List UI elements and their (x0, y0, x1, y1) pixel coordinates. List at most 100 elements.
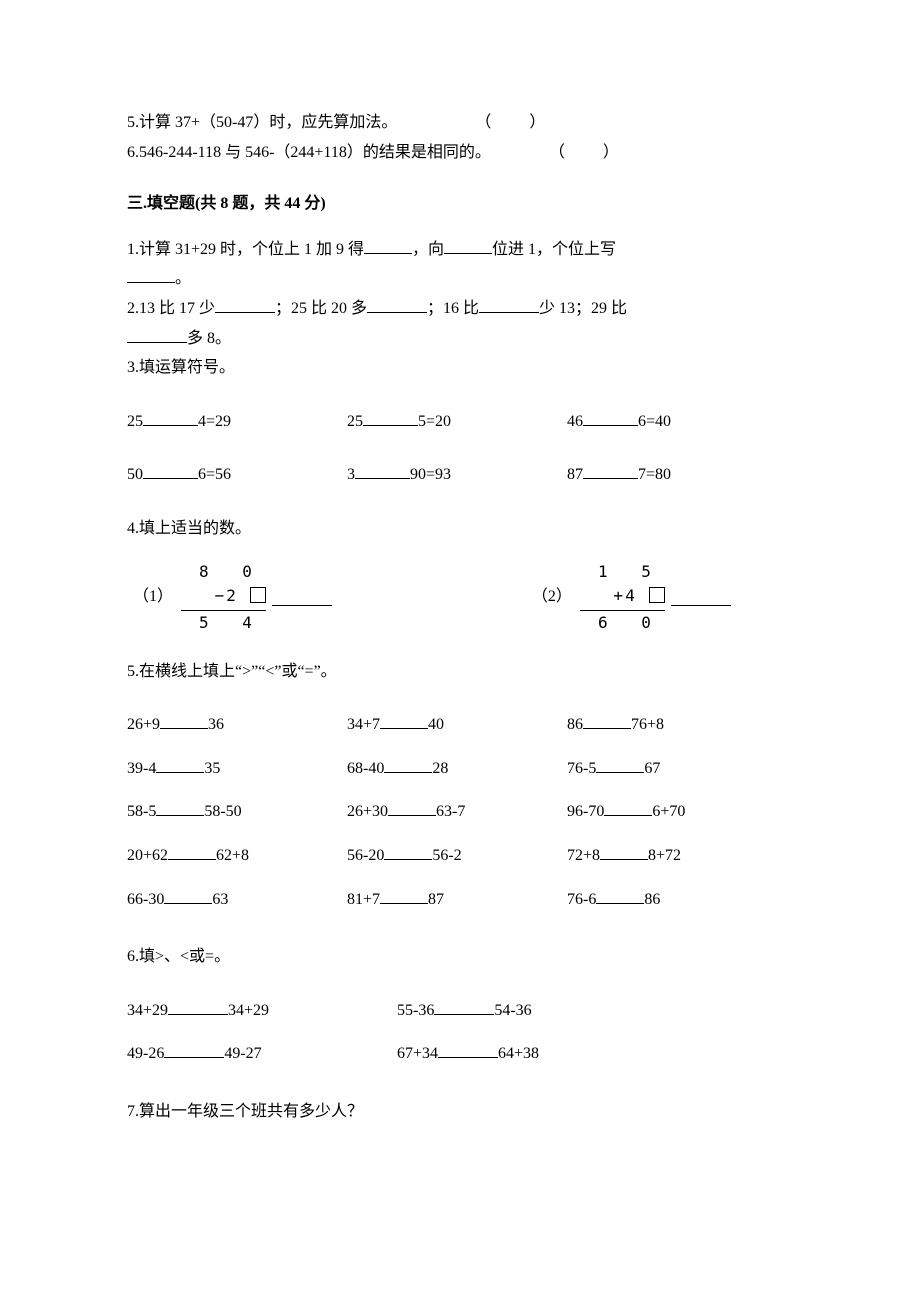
q5-right: 36 (208, 716, 224, 733)
q5-rows: 26+93634+7408676+839-43568-402876-56758-… (127, 712, 793, 912)
q5-compare-blank[interactable] (156, 756, 204, 773)
q2-part-e: 多 8。 (187, 330, 231, 347)
q1-part-c: 位进 1，个位上写 (492, 241, 616, 258)
q5-compare-blank[interactable] (596, 756, 644, 773)
q4-p2-answer-blank[interactable] (671, 589, 731, 606)
q5-left: 81+7 (347, 891, 380, 908)
q6-row: 49-2649-2767+3464+38 (127, 1041, 793, 1067)
q5-left: 68-40 (347, 760, 384, 777)
q5-left: 56-20 (347, 847, 384, 864)
q4-p1-box[interactable] (250, 587, 266, 603)
q5-compare-blank[interactable] (596, 887, 644, 904)
q3-row-2: 506=56 390=93 877=80 (127, 462, 793, 488)
q1-blank-1[interactable] (364, 237, 412, 254)
q6-compare-blank[interactable] (164, 1041, 224, 1058)
q6-row: 34+2934+2955-3654-36 (127, 998, 793, 1024)
q5-right: 35 (204, 760, 220, 777)
q2-part-b: ；25 比 20 多 (275, 300, 367, 317)
q5-left: 34+7 (347, 716, 380, 733)
q3-r1-d: 5=20 (418, 413, 451, 430)
q5-right: 58-50 (204, 803, 241, 820)
q6-left: 34+29 (127, 1002, 168, 1019)
q4-p1-mid: 2 (226, 586, 248, 605)
q5-left: 20+62 (127, 847, 168, 864)
q6-compare-blank[interactable] (438, 1041, 498, 1058)
fill-q2: 2.13 比 17 少；25 比 20 多；16 比少 13；29 比 (127, 296, 793, 322)
q4-p2-box[interactable] (649, 587, 665, 603)
q4-p2-bot: 6 0 (598, 613, 663, 632)
q4-p1-op: − (212, 584, 226, 608)
q5-left: 58-5 (127, 803, 156, 820)
q2-blank-4[interactable] (127, 326, 187, 343)
q3-r2-c: 3 (347, 466, 355, 483)
q5-left: 96-70 (567, 803, 604, 820)
q1-part-d: 。 (175, 270, 191, 287)
q1-part-b: ，向 (412, 241, 444, 258)
q2-part-a: 2.13 比 17 少 (127, 300, 215, 317)
q5-row: 58-558-5026+3063-796-706+70 (127, 799, 793, 825)
q6-title: 6.填>、<或=。 (127, 944, 793, 970)
q2-blank-2[interactable] (367, 296, 427, 313)
q2-blank-3[interactable] (479, 296, 539, 313)
q5-left: 86 (567, 716, 583, 733)
q3-r2-a: 50 (127, 466, 143, 483)
q5-compare-blank[interactable] (600, 843, 648, 860)
q5-compare-blank[interactable] (164, 887, 212, 904)
q5-title: 5.在横线上填上“>”“<”或“=”。 (127, 659, 793, 685)
q1-blank-2[interactable] (444, 237, 492, 254)
q1-blank-3[interactable] (127, 266, 175, 283)
q6-compare-blank[interactable] (434, 998, 494, 1015)
q3-title: 3.填运算符号。 (127, 355, 793, 381)
q3-blank-6[interactable] (583, 462, 638, 479)
q2-blank-1[interactable] (215, 296, 275, 313)
q4-p1-top: 8 0 (199, 562, 264, 581)
q3-blank-3[interactable] (583, 409, 638, 426)
fill-q1-line2: 。 (127, 266, 793, 292)
q5-compare-blank[interactable] (156, 799, 204, 816)
q6-rows: 34+2934+2955-3654-36 49-2649-2767+3464+38 (127, 998, 793, 1067)
q5-left: 76-5 (567, 760, 596, 777)
q2-part-c: ；16 比 (427, 300, 479, 317)
q4-title: 4.填上适当的数。 (127, 516, 793, 542)
q3-blank-4[interactable] (143, 462, 198, 479)
q5-left: 26+9 (127, 716, 160, 733)
q6-left: 67+34 (397, 1045, 438, 1062)
q4-p2-top: 1 5 (598, 562, 663, 581)
q3-r2-e: 87 (567, 466, 583, 483)
q4-p1-label: （1） (133, 584, 173, 610)
q3-r2-b: 6=56 (198, 466, 231, 483)
q5-right: 8+72 (648, 847, 681, 864)
q3-blank-5[interactable] (355, 462, 410, 479)
q6-right: 54-36 (494, 1002, 531, 1019)
q5-compare-blank[interactable] (380, 712, 428, 729)
q5-right: 63 (212, 891, 228, 908)
q4-p1-column: 8 0 −2 5 4 (181, 560, 266, 635)
q5-compare-blank[interactable] (160, 712, 208, 729)
q4-p2-column: 1 5 +4 6 0 (580, 560, 665, 635)
q6-compare-blank[interactable] (168, 998, 228, 1015)
q5-compare-blank[interactable] (168, 843, 216, 860)
q3-r1-b: 4=29 (198, 413, 231, 430)
q4-p1-answer-blank[interactable] (272, 589, 332, 606)
q3-r1-a: 25 (127, 413, 143, 430)
q3-blank-1[interactable] (143, 409, 198, 426)
q5-left: 39-4 (127, 760, 156, 777)
q6-left: 49-26 (127, 1045, 164, 1062)
q5-right: 6+70 (652, 803, 685, 820)
q5-compare-blank[interactable] (384, 843, 432, 860)
tf-q6-paren[interactable]: （ ） (549, 144, 621, 161)
fill-q1: 1.计算 31+29 时，个位上 1 加 9 得，向位进 1，个位上写 (127, 237, 793, 263)
q5-right: 40 (428, 716, 444, 733)
q5-right: 67 (644, 760, 660, 777)
q7-title: 7.算出一年级三个班共有多少人？ (127, 1099, 793, 1125)
q5-compare-blank[interactable] (604, 799, 652, 816)
tf-item-5: 5.计算 37+（50-47）时，应先算加法。 （ ） (127, 110, 793, 136)
q5-row: 26+93634+7408676+8 (127, 712, 793, 738)
q5-compare-blank[interactable] (388, 799, 436, 816)
q3-blank-2[interactable] (363, 409, 418, 426)
tf-q5-paren[interactable]: （ ） (475, 114, 547, 131)
q4-p2-label: （2） (532, 584, 572, 610)
q5-compare-blank[interactable] (380, 887, 428, 904)
q5-compare-blank[interactable] (384, 756, 432, 773)
q5-compare-blank[interactable] (583, 712, 631, 729)
